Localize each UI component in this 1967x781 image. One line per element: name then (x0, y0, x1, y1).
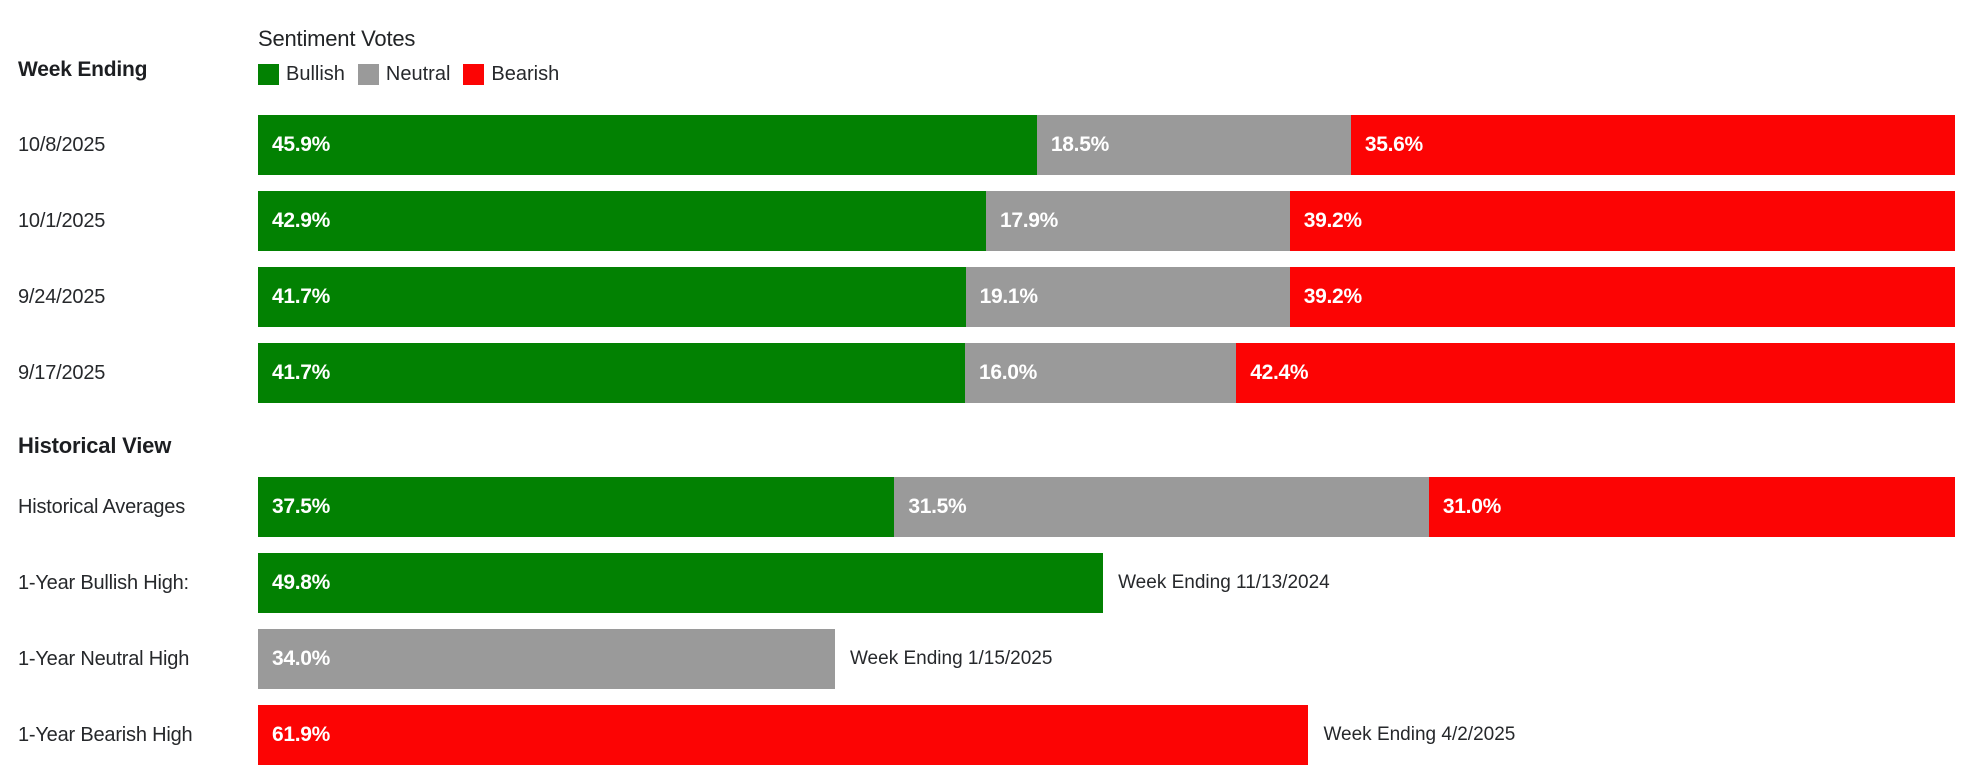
title-legend-block: Sentiment Votes Bullish Neutral Bearish (258, 26, 572, 86)
bullish-high-week-annotation: Week Ending 11/13/2024 (1118, 572, 1330, 593)
legend-label-bearish: Bearish (491, 63, 560, 85)
bullish-segment: 42.9% (258, 191, 986, 251)
week-ending-column-header: Week Ending (18, 58, 148, 81)
bullish-segment: 41.7% (258, 267, 966, 327)
neutral-high-week-annotation: Week Ending 1/15/2025 (849, 648, 1053, 669)
bearish-segment: 35.6% (1350, 115, 1955, 175)
neutral-high-label: 1-Year Neutral High (18, 647, 190, 670)
bearish-segment: 39.2% (1289, 191, 1955, 251)
week-ending-date: 10/1/2025 (18, 209, 106, 232)
neutral-high-row: 1-Year Neutral High 34.0% Week Ending 1/… (0, 629, 1955, 689)
segment-value: 35.6% (1364, 133, 1423, 156)
neutral-segment: 34.0% (258, 629, 835, 689)
segment-value: 18.5% (1050, 133, 1109, 156)
chart-legend: Bullish Neutral Bearish (258, 63, 572, 86)
bearish-segment: 61.9% (258, 705, 1309, 765)
neutral-segment: 18.5% (1036, 115, 1351, 175)
stacked-bar: 42.9% 17.9% 39.2% (258, 191, 1955, 251)
segment-value: 37.5% (272, 495, 331, 518)
segment-value: 16.0% (978, 361, 1037, 384)
single-bar: 34.0% Week Ending 1/15/2025 (258, 629, 1955, 689)
segment-value: 34.0% (272, 647, 331, 670)
historical-view-heading: Historical View (18, 433, 172, 458)
stacked-bar: 45.9% 18.5% 35.6% (258, 115, 1955, 175)
bearish-swatch-icon (463, 64, 485, 85)
weekly-row-2: 10/1/2025 42.9% 17.9% 39.2% (0, 191, 1955, 251)
weekly-row-3: 9/24/2025 41.7% 19.1% 39.2% (0, 267, 1955, 327)
bearish-segment: 39.2% (1289, 267, 1955, 327)
bearish-segment: 42.4% (1236, 343, 1955, 403)
chart-title: Sentiment Votes (258, 26, 416, 51)
segment-value: 19.1% (979, 285, 1038, 308)
bearish-segment: 31.0% (1428, 477, 1955, 537)
bullish-segment: 49.8% (258, 553, 1104, 613)
stacked-bar: 41.7% 19.1% 39.2% (258, 267, 1955, 327)
historical-averages-label: Historical Averages (18, 495, 186, 518)
segment-value: 31.5% (908, 495, 967, 518)
single-bar: 61.9% Week Ending 4/2/2025 (258, 705, 1955, 765)
week-ending-date: 9/24/2025 (18, 285, 106, 308)
bullish-segment: 37.5% (258, 477, 895, 537)
neutral-segment: 17.9% (986, 191, 1290, 251)
segment-value: 17.9% (1000, 209, 1059, 232)
segment-value: 45.9% (272, 133, 331, 156)
segment-value: 39.2% (1303, 285, 1362, 308)
bearish-high-row: 1-Year Bearish High 61.9% Week Ending 4/… (0, 705, 1955, 765)
neutral-segment: 19.1% (965, 267, 1290, 327)
neutral-swatch-icon (357, 64, 379, 85)
segment-value: 49.8% (272, 571, 331, 594)
bullish-high-label: 1-Year Bullish High: (18, 571, 189, 594)
weekly-row-1: 10/8/2025 45.9% 18.5% 35.6% (0, 115, 1955, 175)
single-bar: 49.8% Week Ending 11/13/2024 (258, 553, 1955, 613)
segment-value: 42.4% (1250, 361, 1309, 384)
segment-value: 31.0% (1442, 495, 1501, 518)
week-ending-date: 10/8/2025 (18, 133, 106, 156)
segment-value: 39.2% (1303, 209, 1362, 232)
stacked-bar: 37.5% 31.5% 31.0% (258, 477, 1955, 537)
segment-value: 61.9% (272, 723, 331, 746)
bearish-high-label: 1-Year Bearish High (18, 723, 193, 746)
bullish-segment: 41.7% (258, 343, 965, 403)
bearish-high-week-annotation: Week Ending 4/2/2025 (1323, 724, 1516, 745)
neutral-segment: 31.5% (894, 477, 1429, 537)
weekly-row-4: 9/17/2025 41.7% 16.0% 42.4% (0, 343, 1955, 403)
legend-label-neutral: Neutral (385, 63, 451, 85)
legend-label-bullish: Bullish (286, 63, 345, 85)
historical-averages-row: Historical Averages 37.5% 31.5% 31.0% (0, 477, 1955, 537)
neutral-segment: 16.0% (964, 343, 1237, 403)
segment-value: 42.9% (272, 209, 331, 232)
week-ending-date: 9/17/2025 (18, 361, 106, 384)
bullish-swatch-icon (258, 64, 279, 85)
chart-header: Week Ending Sentiment Votes Bullish Neut… (0, 26, 1955, 86)
stacked-bar: 41.7% 16.0% 42.4% (258, 343, 1955, 403)
bullish-segment: 45.9% (258, 115, 1037, 175)
segment-value: 41.7% (272, 361, 331, 384)
legend-item-bearish: Bearish (463, 63, 559, 86)
segment-value: 41.7% (272, 285, 331, 308)
bullish-high-row: 1-Year Bullish High: 49.8% Week Ending 1… (0, 553, 1955, 613)
legend-item-bullish: Bullish (258, 63, 345, 86)
legend-item-neutral: Neutral (357, 63, 451, 86)
